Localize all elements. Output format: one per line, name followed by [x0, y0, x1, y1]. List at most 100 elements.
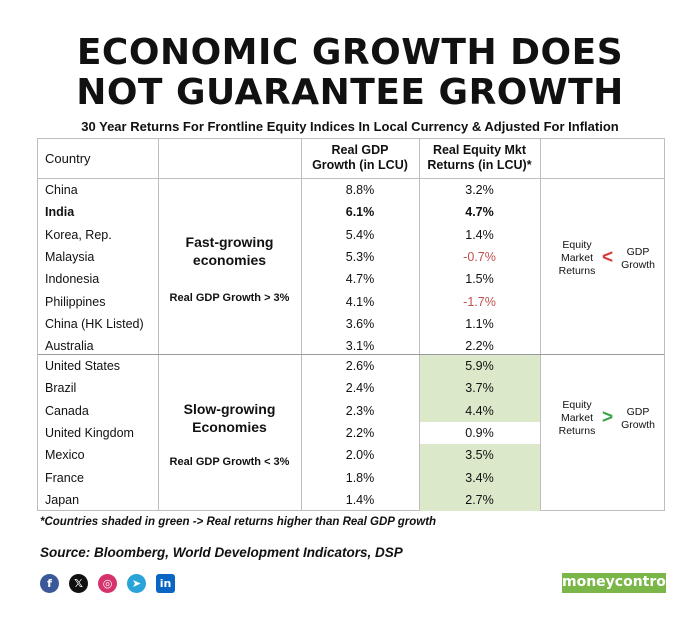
- headline-line-1: ECONOMIC GROWTH DOES: [76, 32, 624, 73]
- gdp-growth-value: 8.8%: [345, 183, 375, 197]
- equity-return-value: 1.1%: [465, 316, 494, 331]
- gdp-growth-value: 3.6%: [345, 316, 375, 331]
- country-name: United States: [45, 359, 121, 373]
- country-name: China: [45, 183, 78, 197]
- green-shade: [420, 488, 540, 512]
- country-name: Korea, Rep.: [45, 227, 112, 242]
- gdp-growth-value: 5.4%: [345, 227, 375, 242]
- gdp-growth-value: 6.1%: [345, 205, 375, 220]
- gdp-growth-value: 1.4%: [345, 492, 375, 507]
- telegram-icon[interactable]: ➤: [127, 574, 146, 593]
- header-gdp-line-2: Growth (in LCU): [312, 158, 408, 172]
- country-name: Mexico: [45, 448, 85, 463]
- less-than-symbol: <: [602, 247, 614, 268]
- comparison-right-line-2: Growth: [621, 259, 655, 271]
- gdp-growth-value: 4.7%: [345, 272, 375, 287]
- country-name: Philippines: [45, 294, 106, 309]
- header-equity: Real Equity Mkt Returns (in LCU)*: [419, 143, 540, 173]
- group-criterion-fast: Real GDP Growth > 3%: [169, 292, 290, 304]
- header-gdp-line-1: Real GDP: [331, 143, 389, 157]
- comparison-left-label: Equity Market Returns: [550, 239, 604, 278]
- equity-return-value: -1.7%: [463, 294, 496, 309]
- equity-return-value: 4.7%: [465, 205, 494, 220]
- returns-table: Country Real GDP Growth (in LCU) Real Eq…: [37, 138, 665, 512]
- gdp-growth-value: 2.0%: [345, 448, 375, 463]
- group-name-slow: Slow-growing Economies: [158, 400, 301, 436]
- equity-return-value: 0.9%: [465, 425, 494, 440]
- gdp-growth-value: 2.4%: [345, 381, 375, 396]
- comparison-right-label: GDP Growth: [618, 406, 658, 432]
- comparison-right-label: GDP Growth: [618, 246, 658, 272]
- country-name: China (HK Listed): [45, 316, 144, 331]
- linkedin-icon[interactable]: in: [156, 574, 175, 593]
- equity-return-value: 3.2%: [465, 183, 494, 197]
- green-shade: [420, 444, 540, 467]
- logo-text: moneycontrol: [562, 574, 671, 590]
- gdp-growth-value: 4.1%: [345, 294, 375, 309]
- comparison-left-line-3: Returns: [558, 265, 596, 277]
- equity-return-value: 2.7%: [465, 492, 494, 507]
- group-divider: [38, 354, 664, 355]
- comparison-right-line-2: Growth: [621, 419, 655, 431]
- gdp-growth-value: 1.8%: [345, 470, 375, 485]
- comparison-left-label: Equity Market Returns: [550, 399, 604, 438]
- column-divider: [301, 139, 302, 510]
- equity-return-value: 4.4%: [465, 403, 494, 418]
- moneycontrol-logo: moneycontrol: [562, 573, 671, 595]
- header-equity-line-2: Returns (in LCU)*: [427, 158, 532, 172]
- instagram-icon[interactable]: ◎: [98, 574, 117, 593]
- country-name: United Kingdom: [45, 425, 134, 440]
- group-name-line-2: Economies: [192, 419, 267, 435]
- column-divider: [540, 139, 541, 510]
- country-name: Brazil: [45, 381, 77, 396]
- gdp-growth-value: 2.3%: [345, 403, 375, 418]
- facebook-icon[interactable]: f: [40, 574, 59, 593]
- comparison-right-line-1: GDP: [626, 246, 650, 258]
- comparison-left-line-1: Equity: [562, 239, 592, 251]
- group-name-line-2: economies: [192, 252, 267, 268]
- greater-than-symbol: >: [602, 407, 614, 428]
- country-name: Indonesia: [45, 272, 100, 287]
- equity-return-value: 5.9%: [465, 359, 494, 373]
- source-note: Source: Bloomberg, World Development Ind…: [40, 545, 403, 560]
- equity-return-value: -0.7%: [463, 249, 496, 264]
- x-icon[interactable]: 𝕏: [69, 574, 88, 593]
- country-name: France: [45, 470, 84, 485]
- equity-return-value: 1.4%: [465, 227, 494, 242]
- group-name-line-1: Fast-growing: [185, 234, 274, 250]
- country-name: Japan: [45, 492, 80, 507]
- table-subtitle: 30 Year Returns For Frontline Equity Ind…: [81, 119, 619, 134]
- gdp-growth-value: 2.6%: [345, 359, 375, 373]
- equity-return-value: 3.5%: [465, 448, 494, 463]
- equity-return-value: 1.5%: [465, 272, 494, 287]
- header-country: Country: [45, 151, 91, 166]
- headline: ECONOMIC GROWTH DOES NOT GUARANTEE GROWT…: [0, 33, 700, 113]
- green-shade: [420, 399, 540, 423]
- comparison-left-line-3: Returns: [558, 425, 596, 437]
- green-shade: [420, 466, 540, 490]
- green-shade: [420, 377, 540, 400]
- country-name: Australia: [45, 339, 94, 354]
- country-name: Canada: [45, 403, 89, 418]
- comparison-left-line-2: Market: [560, 252, 594, 264]
- header-equity-line-1: Real Equity Mkt: [432, 143, 527, 157]
- equity-return-value: 3.7%: [465, 381, 494, 396]
- gdp-growth-value: 5.3%: [345, 249, 375, 264]
- column-divider: [158, 139, 159, 510]
- green-shade: [420, 355, 540, 378]
- headline-line-2: NOT GUARANTEE GROWTH: [76, 72, 624, 113]
- equity-return-value: 2.2%: [465, 339, 494, 354]
- comparison-left-line-2: Market: [560, 412, 594, 424]
- country-name: India: [45, 205, 75, 220]
- logo-bar: [562, 573, 666, 593]
- gdp-growth-value: 2.2%: [345, 425, 375, 440]
- equity-return-value: 3.4%: [465, 470, 494, 485]
- comparison-left-line-1: Equity: [562, 399, 592, 411]
- group-name-fast: Fast-growing economies: [158, 233, 301, 269]
- country-name: Malaysia: [45, 249, 95, 264]
- header-gdp: Real GDP Growth (in LCU): [301, 143, 419, 173]
- gdp-growth-value: 3.1%: [345, 339, 375, 354]
- footnote: *Countries shaded in green -> Real retur…: [40, 516, 437, 528]
- column-divider: [419, 139, 420, 510]
- header-divider: [38, 178, 664, 179]
